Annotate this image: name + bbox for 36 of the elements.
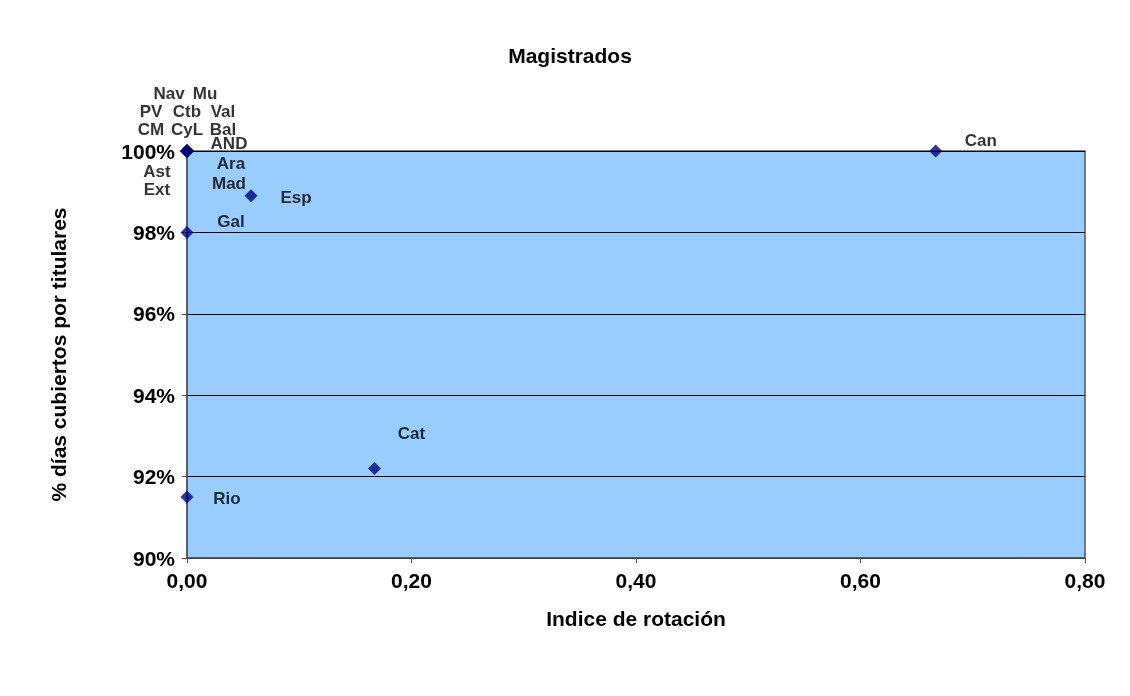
data-label: Esp xyxy=(280,188,312,208)
data-label: Can xyxy=(964,130,997,150)
y-tick-label: 94% xyxy=(132,383,176,407)
y-tick-label: 98% xyxy=(132,220,176,244)
point xyxy=(929,144,943,158)
x-tick-label: 0,80 xyxy=(1064,569,1106,592)
y-tick-label: 92% xyxy=(132,465,176,489)
data-label: Ext xyxy=(143,179,171,199)
data-label: PV xyxy=(139,101,163,121)
x-tick-label: 0,00 xyxy=(166,569,208,592)
x-tick-label: 0,40 xyxy=(615,569,657,592)
x-tick-label: 0,60 xyxy=(840,569,881,592)
point xyxy=(367,461,381,475)
data-label: Cat xyxy=(397,423,426,443)
data-label: Ctb xyxy=(172,101,202,121)
data-label: CM xyxy=(137,119,165,139)
point xyxy=(180,144,194,158)
x-tick-label: 0,20 xyxy=(391,569,432,592)
y-tick-label: 90% xyxy=(132,546,176,570)
y-tick-label: 100% xyxy=(121,139,176,163)
y-tick-label: 96% xyxy=(132,302,176,326)
data-label: Val xyxy=(210,101,236,121)
point xyxy=(180,490,194,504)
point xyxy=(180,225,194,239)
chart-title: Magistrados xyxy=(508,44,632,67)
y-axis-title: % días cubiertos por titulares xyxy=(47,207,70,502)
data-label: Mad xyxy=(212,173,246,193)
x-axis-title: Indice de rotación xyxy=(546,607,726,630)
data-label: Mu xyxy=(192,83,218,103)
data-label: Ara xyxy=(216,153,246,173)
point xyxy=(244,189,258,203)
data-label: Gal xyxy=(217,211,245,231)
data-label: Nav xyxy=(153,83,186,103)
data-label: CyL xyxy=(170,119,204,139)
data-label: Ast xyxy=(143,161,172,181)
data-label: Rio xyxy=(213,489,241,509)
